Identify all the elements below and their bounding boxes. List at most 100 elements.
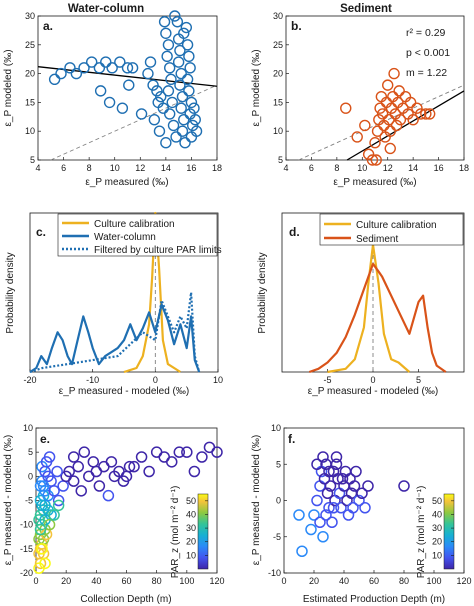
panel-c-legend: Culture calibration Water-column Filtere…	[57, 213, 222, 257]
panel-b-x-ticks: 4 6 8 10 12 14 16 18	[283, 157, 469, 173]
data-point	[370, 154, 382, 166]
panel-f-x-ticks: 0 20 40 60 80 100 120	[281, 570, 472, 586]
data-point	[385, 102, 398, 114]
y-tick-label: -15	[20, 544, 33, 554]
x-tick-label: 18	[212, 163, 222, 173]
panel-a-y-ticks: 5 10 15 20 25 30	[25, 11, 41, 165]
data-point	[317, 531, 329, 543]
data-point	[106, 62, 118, 74]
panel-a-points	[48, 10, 203, 149]
data-point	[317, 451, 329, 463]
panel-b-stat-m: m = 1.22	[406, 67, 447, 79]
panel-c-y-label: Probability density	[5, 252, 16, 333]
panel-d-legend-culture: Culture calibration	[356, 220, 437, 231]
data-point	[161, 50, 173, 63]
panel-b-title: Sediment	[340, 3, 392, 15]
y-tick-label: 15	[273, 97, 283, 107]
panel-b-y-ticks: 5 10 15 20 25 30	[273, 11, 289, 165]
data-point	[174, 79, 186, 91]
x-tick-label: 120	[456, 576, 471, 586]
data-point	[148, 113, 161, 126]
data-point	[166, 456, 178, 468]
data-point	[327, 502, 340, 514]
data-point	[390, 119, 403, 132]
data-point	[330, 451, 343, 463]
regression-line	[346, 90, 465, 161]
data-point	[153, 125, 166, 137]
x-tick-label: 4	[283, 163, 288, 173]
data-point	[188, 465, 201, 478]
data-point	[166, 96, 178, 109]
x-tick-label: 5	[416, 375, 421, 385]
data-point	[332, 473, 344, 485]
data-point	[163, 108, 176, 120]
panel-c-x-ticks: -20 -10 0 10	[23, 369, 223, 385]
data-point	[87, 456, 100, 468]
x-tick-label: 6	[309, 163, 314, 173]
panel-f-colorbar-label: PAR_z (mol m⁻² d⁻¹)	[416, 486, 427, 579]
x-tick-label: 0	[281, 576, 286, 586]
data-point	[70, 67, 83, 80]
data-point	[324, 480, 337, 492]
panel-e-x-label: Collection Depth (m)	[80, 594, 171, 605]
panel-f-colorbar-bar	[443, 493, 455, 570]
panel-a-water-column-scatter: Water-column a. 4 6 8 10 12 14 16 18 5 10 15 20 25 3…	[3, 3, 222, 188]
data-point	[305, 523, 317, 536]
data-point	[93, 480, 106, 492]
panel-d-x-label: ε_P measured - modeled (‰)	[308, 386, 438, 397]
data-point	[155, 90, 167, 103]
data-point	[34, 523, 47, 536]
data-point	[94, 85, 107, 97]
y-tick-label: 5	[30, 155, 35, 165]
x-tick-label: 80	[399, 576, 409, 586]
data-point	[160, 27, 172, 39]
colorbar-tick-label: 10	[432, 550, 442, 560]
data-point	[356, 487, 368, 499]
colorbar-tick-label: 30	[186, 523, 196, 533]
y-tick-label: 25	[273, 40, 283, 50]
data-point	[36, 543, 48, 555]
x-tick-label: 16	[434, 163, 444, 173]
data-point	[72, 460, 84, 473]
x-tick-label: 18	[459, 163, 469, 173]
data-point	[67, 475, 80, 487]
data-point	[63, 465, 75, 478]
panel-e-collection-depth-scatter: e. 0 20 40 60 80 100 120 -20 -15 -10 -5 0 5 10 10 20 3…	[3, 423, 225, 605]
data-point	[296, 545, 308, 557]
data-point	[175, 102, 187, 114]
data-point	[383, 113, 395, 126]
data-point	[423, 108, 436, 120]
data-point	[142, 67, 154, 80]
panel-a-x-label: ε_P measured (‰)	[85, 177, 168, 188]
data-point	[165, 73, 177, 86]
data-point	[67, 451, 80, 463]
data-point	[393, 85, 405, 97]
data-point	[48, 509, 60, 521]
data-point	[57, 480, 69, 492]
panel-c-x-label: ε_P measured - modeled (‰)	[59, 386, 189, 397]
data-point	[311, 494, 323, 507]
panel-b-label: b.	[291, 19, 302, 33]
panel-b-sediment-scatter: Sediment b. r² = 0.29 p < 0.001 m = 1.22…	[251, 3, 469, 188]
panel-d-legend: Culture calibration Sediment	[319, 213, 464, 246]
panel-d-legend-sediment: Sediment	[356, 234, 398, 245]
data-point	[144, 56, 157, 68]
y-tick-label: -5	[25, 496, 33, 506]
panel-c-label: c.	[36, 225, 46, 239]
one-to-one-line	[298, 84, 465, 161]
data-point	[135, 108, 148, 120]
panel-b-reference-lines	[298, 84, 465, 161]
data-point	[394, 113, 407, 126]
data-point	[78, 446, 91, 458]
data-point	[135, 451, 148, 463]
data-point	[78, 62, 90, 74]
data-point	[151, 85, 163, 97]
data-point	[183, 50, 195, 63]
x-tick-label: 12	[135, 163, 145, 173]
data-point	[160, 137, 172, 149]
regression-line	[37, 66, 218, 87]
x-tick-label: 20	[309, 576, 319, 586]
panel-f-colorbar: 10 20 30 40 50 PAR_z (mol m⁻² d⁻¹)	[416, 486, 455, 579]
data-point	[326, 516, 338, 528]
